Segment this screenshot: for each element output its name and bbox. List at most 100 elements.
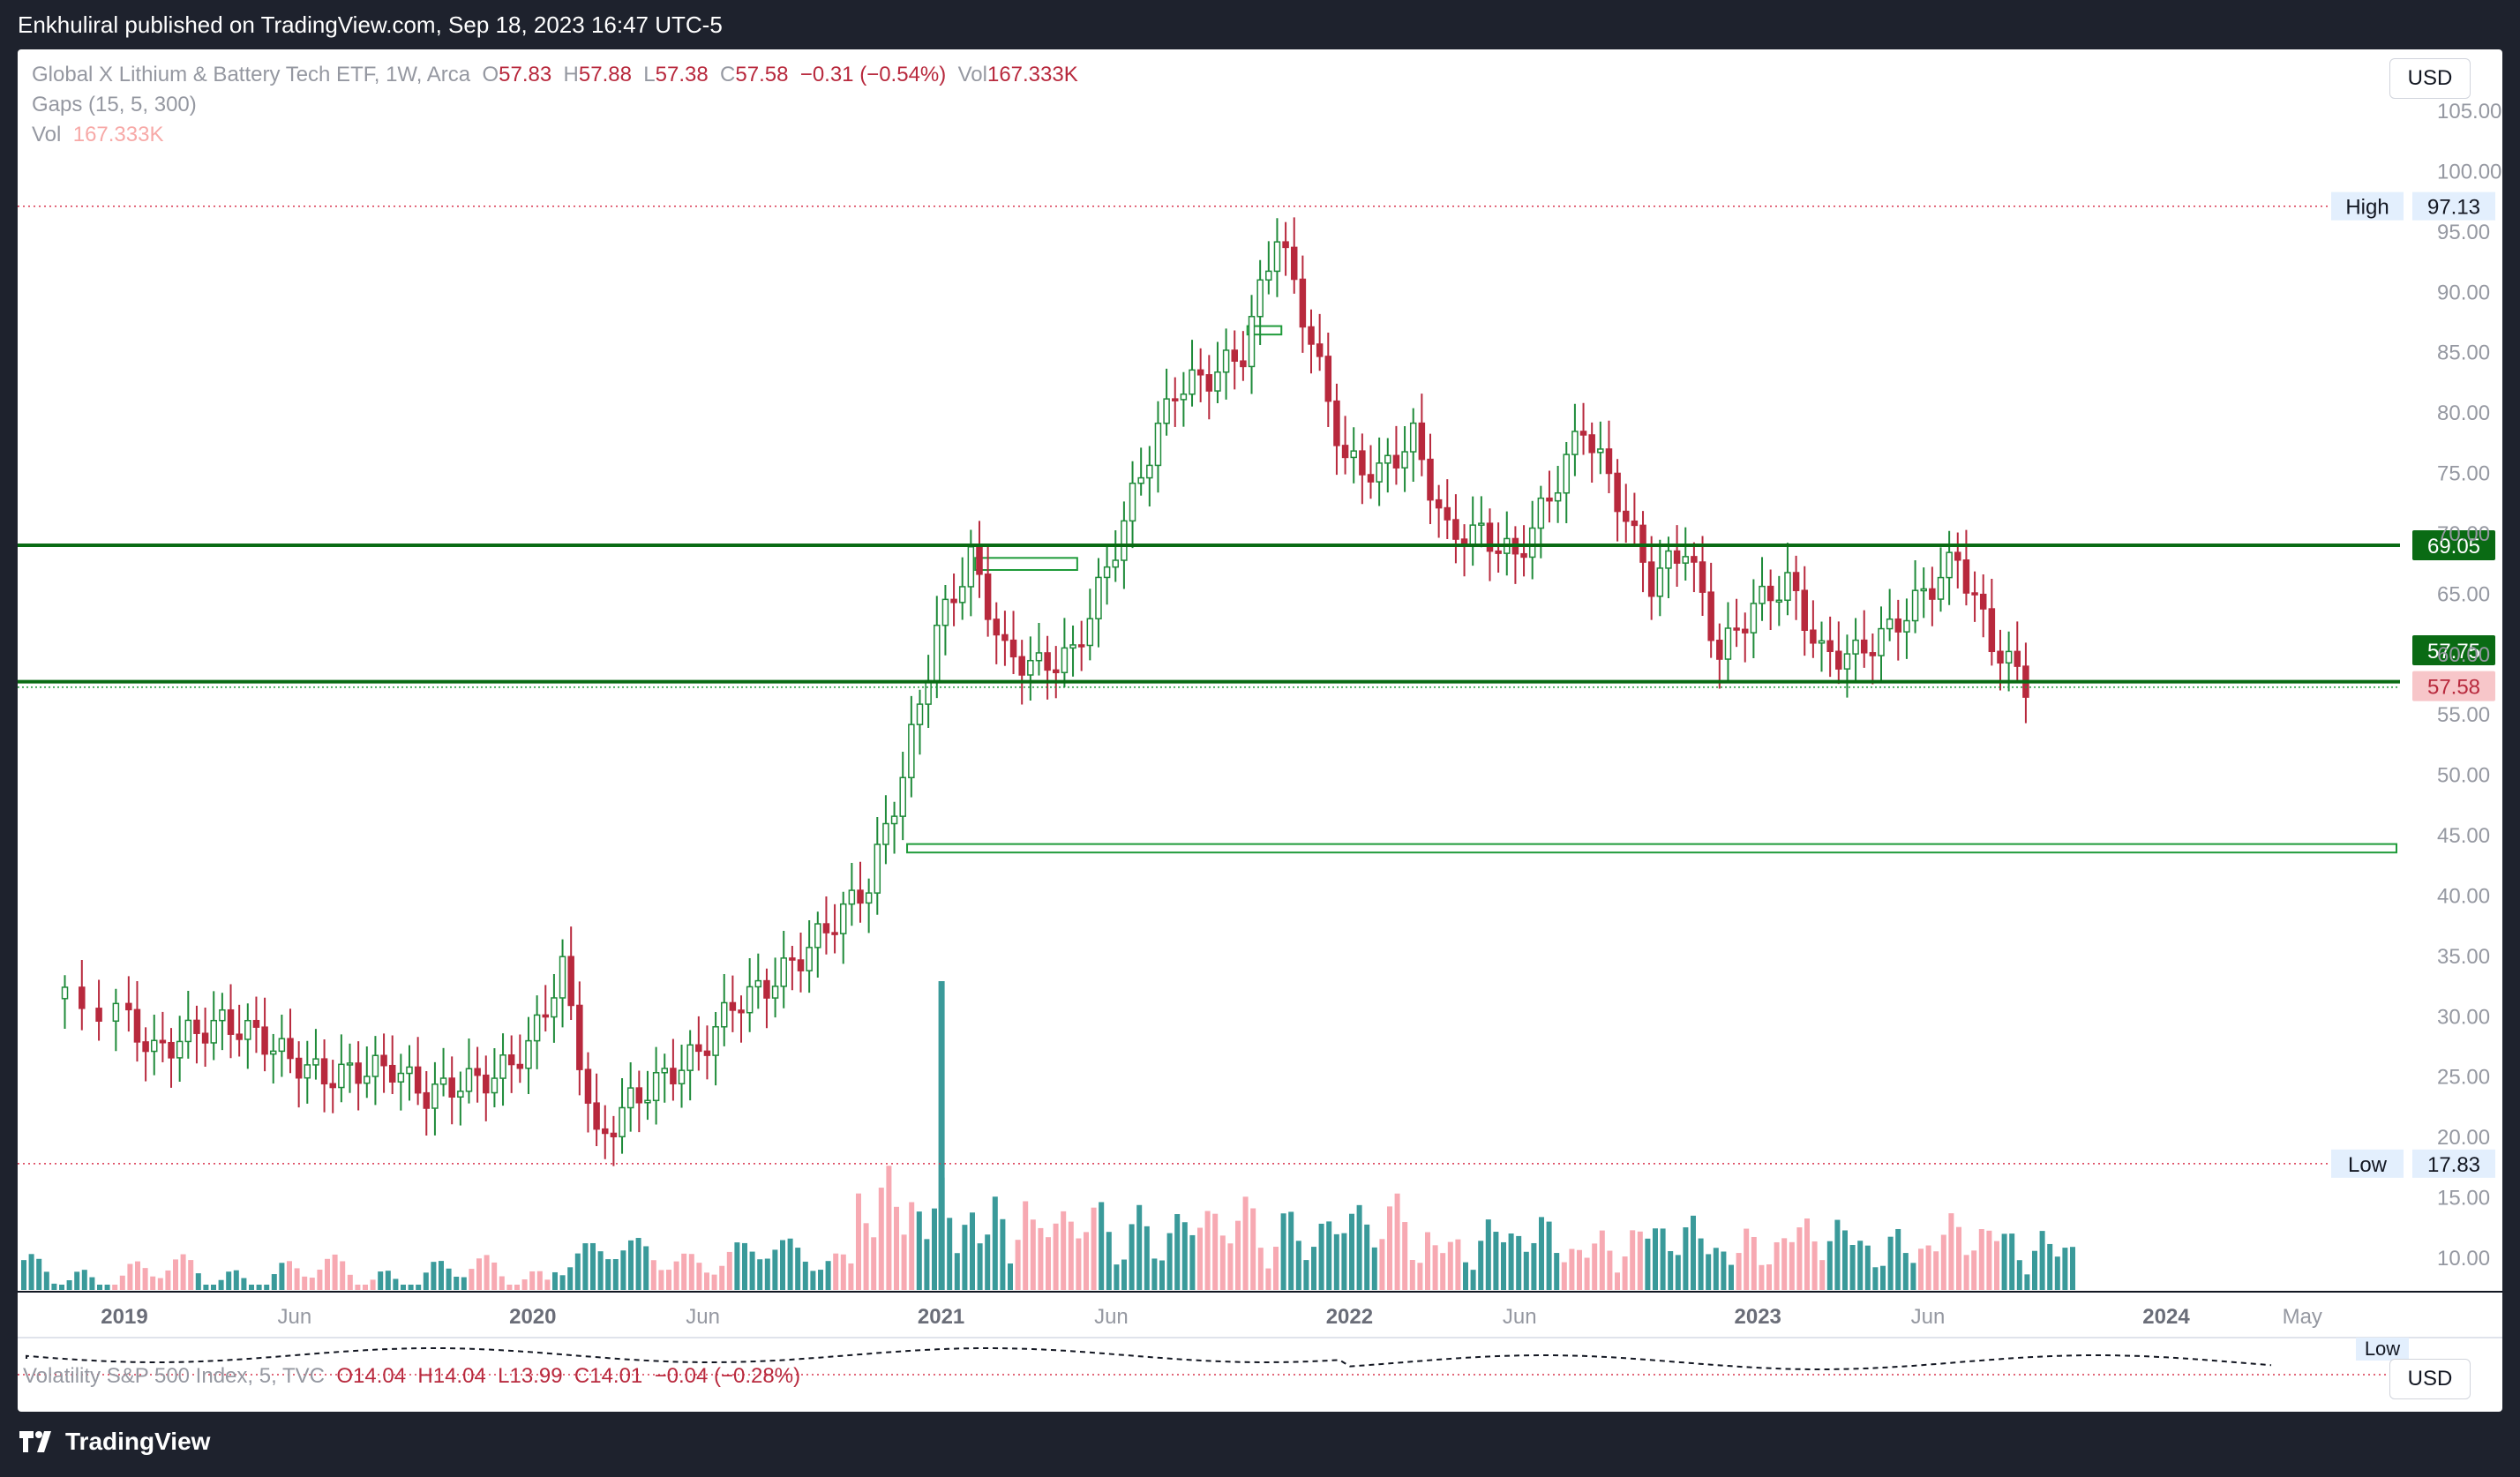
candle-body <box>1810 629 1817 644</box>
price-tick-label: 70.00 <box>2437 522 2490 546</box>
volume-bar <box>355 1285 361 1290</box>
candle-body <box>1231 349 1238 362</box>
candle-body <box>635 1087 643 1104</box>
volume-bar <box>643 1246 649 1290</box>
candle-body <box>1137 476 1144 484</box>
legend-vol-row: Vol 167.333K <box>32 120 1078 150</box>
candle-body <box>176 1040 184 1059</box>
candle-body <box>958 586 966 604</box>
volume-bar <box>970 1212 975 1290</box>
candle-body <box>1103 566 1111 579</box>
candle-body <box>729 1001 737 1011</box>
tradingview-logo[interactable]: TradingView <box>19 1428 210 1456</box>
volume-bar <box>764 1258 770 1290</box>
candle-body <box>882 822 889 845</box>
candle-body <box>125 1002 132 1011</box>
candle-body <box>993 619 1001 636</box>
candle-body <box>329 1083 336 1089</box>
candle-body <box>112 1002 120 1023</box>
chart-panel[interactable]: High 97.13 Low 17.83 69.05 57.75 57.58 105.00 1… <box>18 49 2502 1412</box>
volume-bar <box>1706 1254 1712 1290</box>
volume-bar <box>1751 1236 1757 1290</box>
candle-body <box>1818 640 1826 644</box>
volume-bar <box>1341 1233 1347 1290</box>
candle-body <box>967 546 975 588</box>
candle-body <box>1766 585 1774 602</box>
candle-body <box>1444 506 1451 521</box>
candle-body <box>423 1091 431 1109</box>
sub-currency-button[interactable]: USD <box>2389 1359 2471 1399</box>
volume-bar <box>1349 1213 1354 1290</box>
candle-body <box>465 1068 473 1092</box>
volume-bar <box>59 1285 64 1290</box>
volume-bar <box>1023 1201 1029 1290</box>
volume-bar <box>1129 1224 1135 1290</box>
candle-body <box>1699 561 1706 593</box>
volume-bar <box>1219 1235 1226 1290</box>
candle-body <box>1121 520 1128 561</box>
legend-high: 57.88 <box>578 63 632 86</box>
volume-bar <box>681 1253 687 1290</box>
candle-body <box>1929 588 1936 600</box>
candle-body <box>652 1072 660 1102</box>
volume-bar <box>1819 1260 1826 1290</box>
volume-bar <box>749 1251 755 1290</box>
candle-body <box>916 703 924 725</box>
volume-bar <box>1440 1253 1446 1290</box>
volume-bar <box>499 1276 505 1290</box>
legend-main-row: Global X Lithium & Battery Tech ETF, 1W,… <box>32 60 1078 90</box>
volume-bar <box>848 1263 854 1290</box>
price-tick-label: 75.00 <box>2437 462 2490 486</box>
volume-bar <box>688 1254 694 1290</box>
volume-bar <box>726 1251 732 1290</box>
price-tick-label: 65.00 <box>2437 582 2490 606</box>
brand-name: TradingView <box>65 1428 211 1455</box>
volume-bar <box>1371 1247 1377 1290</box>
candle-body <box>1546 497 1553 502</box>
candle-body <box>1095 576 1102 619</box>
volume-bar <box>1280 1213 1286 1290</box>
candle-body <box>1205 374 1213 392</box>
volume-bar <box>734 1242 740 1290</box>
candle-body <box>1579 431 1587 436</box>
volume-bar <box>1181 1222 1188 1290</box>
currency-button[interactable]: USD <box>2389 58 2471 99</box>
candle-body <box>584 1068 592 1104</box>
volume-bar <box>567 1267 574 1290</box>
volume-bar <box>506 1285 513 1290</box>
candle-body <box>1027 659 1034 676</box>
volume-peak-bar <box>938 981 945 1290</box>
volume-bar <box>1409 1260 1415 1290</box>
high-label: High <box>2345 196 2389 220</box>
candle-body <box>1682 556 1689 564</box>
time-axis-label: 2024 <box>2142 1305 2190 1329</box>
legend-change: −0.31 (−0.54%) <box>799 63 947 86</box>
gap-zone <box>974 557 1078 572</box>
volume-bar <box>1691 1215 1696 1290</box>
candle-body <box>551 997 558 1018</box>
low-value: 17.83 <box>2427 1153 2480 1177</box>
volume-bar <box>157 1278 163 1290</box>
legend-open: 57.83 <box>499 63 552 86</box>
candle-body <box>1367 474 1375 483</box>
volume-bar <box>317 1269 323 1290</box>
low-label-bg <box>2331 1149 2404 1178</box>
low-value-bg <box>2412 1149 2495 1178</box>
main-chart[interactable]: High 97.13 Low 17.83 69.05 57.75 57.58 105.00 1… <box>18 49 2502 1412</box>
high-value: 97.13 <box>2427 196 2480 220</box>
volume-bar <box>226 1271 232 1290</box>
price-tick-label: 85.00 <box>2437 341 2490 365</box>
candle-body <box>1427 458 1434 501</box>
volume-bar <box>1864 1245 1871 1290</box>
volume-bar <box>1008 1263 1013 1290</box>
volume-bar <box>340 1261 346 1290</box>
candle-body <box>1733 627 1740 631</box>
volume-bar <box>363 1285 368 1290</box>
level1-tag-bg <box>2412 529 2495 560</box>
candle-body <box>814 923 821 948</box>
volume-bar <box>916 1211 922 1290</box>
volume-bar <box>188 1260 194 1290</box>
candle-body <box>142 1041 149 1053</box>
candle-body <box>227 1008 235 1035</box>
volume-bar <box>704 1272 709 1290</box>
